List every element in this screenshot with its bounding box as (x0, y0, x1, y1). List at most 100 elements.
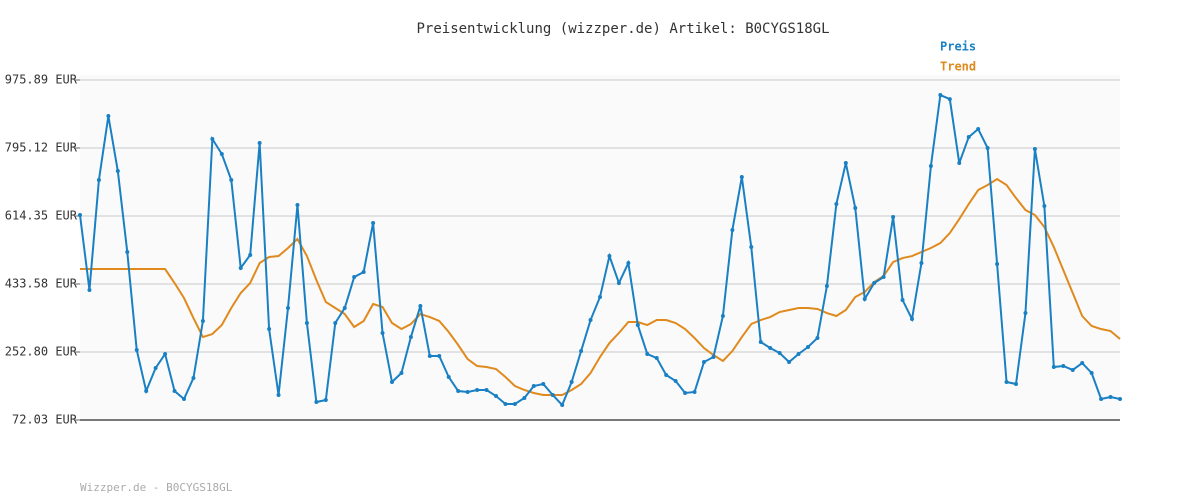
point (418, 304, 423, 309)
point (503, 401, 508, 406)
point (541, 382, 546, 387)
point (588, 318, 593, 323)
point (484, 387, 489, 392)
point (1032, 147, 1037, 152)
point (985, 146, 990, 151)
point (229, 178, 234, 183)
point (512, 401, 517, 406)
point (1014, 382, 1018, 387)
point (853, 206, 858, 211)
point (371, 221, 376, 226)
point (862, 297, 867, 302)
point (361, 270, 366, 275)
point (919, 261, 924, 266)
point (768, 346, 773, 351)
point (304, 320, 309, 325)
point (390, 380, 394, 385)
point (219, 152, 224, 157)
point (824, 284, 829, 289)
legend-label: Trend (940, 60, 976, 74)
point (891, 215, 896, 220)
point (966, 135, 971, 140)
point (787, 360, 792, 365)
point (531, 384, 536, 389)
point (78, 213, 82, 218)
point (1061, 363, 1066, 368)
point (408, 335, 413, 340)
point (144, 389, 149, 394)
point (314, 399, 319, 404)
point (456, 389, 461, 394)
grid: 72.03 EUR 252.80 EUR 433.58 EUR 614.35 EUR 7… (5, 73, 1120, 427)
point (342, 306, 347, 311)
point (1089, 370, 1094, 375)
plot-area (80, 75, 1120, 420)
legend-label: Preis (940, 40, 976, 54)
chart-title: Preisentwicklung (wizzper.de) Artikel: B… (416, 21, 829, 37)
point (106, 114, 111, 119)
point (182, 396, 186, 401)
point (730, 228, 735, 233)
point (522, 396, 527, 401)
y-tick-label: 72.03 EUR (12, 413, 78, 427)
point (286, 306, 290, 311)
point (645, 351, 650, 356)
point (550, 392, 555, 397)
point (683, 391, 688, 396)
point (616, 281, 621, 286)
point (427, 354, 432, 359)
point (796, 351, 801, 356)
point (560, 403, 565, 408)
point (210, 137, 215, 142)
point (635, 323, 640, 328)
point (758, 339, 763, 344)
point (843, 161, 848, 166)
point (607, 254, 612, 259)
point (598, 295, 602, 300)
point (267, 327, 272, 332)
series-line (80, 177, 1121, 396)
point (1004, 380, 1009, 385)
point (881, 275, 886, 280)
point (333, 320, 338, 325)
point (125, 250, 130, 255)
point (957, 161, 962, 166)
point (1108, 394, 1113, 399)
point (200, 319, 205, 324)
point (872, 281, 877, 286)
point (1080, 361, 1085, 366)
point (711, 355, 716, 360)
point (238, 266, 243, 271)
point (248, 253, 253, 258)
point (1023, 311, 1028, 316)
point (115, 169, 120, 174)
point (475, 387, 480, 392)
point (87, 288, 92, 293)
point (749, 245, 754, 250)
point (1099, 396, 1104, 401)
point (928, 164, 933, 169)
point (777, 351, 782, 356)
point (995, 262, 1000, 267)
point (1051, 365, 1056, 370)
point (976, 127, 981, 132)
point (163, 351, 168, 356)
point (654, 356, 659, 361)
point (494, 394, 498, 399)
point (626, 261, 631, 266)
point (96, 178, 101, 183)
point (664, 373, 669, 378)
point (1118, 396, 1122, 401)
point (815, 336, 820, 341)
point (437, 354, 442, 359)
point (465, 389, 470, 394)
point (153, 365, 158, 370)
point (806, 344, 810, 349)
y-tick-label: 975.89 EUR (5, 73, 78, 87)
y-tick-label: 433.58 EUR (5, 276, 78, 290)
y-tick-label: 795.12 EUR (5, 140, 78, 154)
point (134, 348, 139, 353)
point (323, 397, 328, 402)
point (702, 360, 706, 365)
